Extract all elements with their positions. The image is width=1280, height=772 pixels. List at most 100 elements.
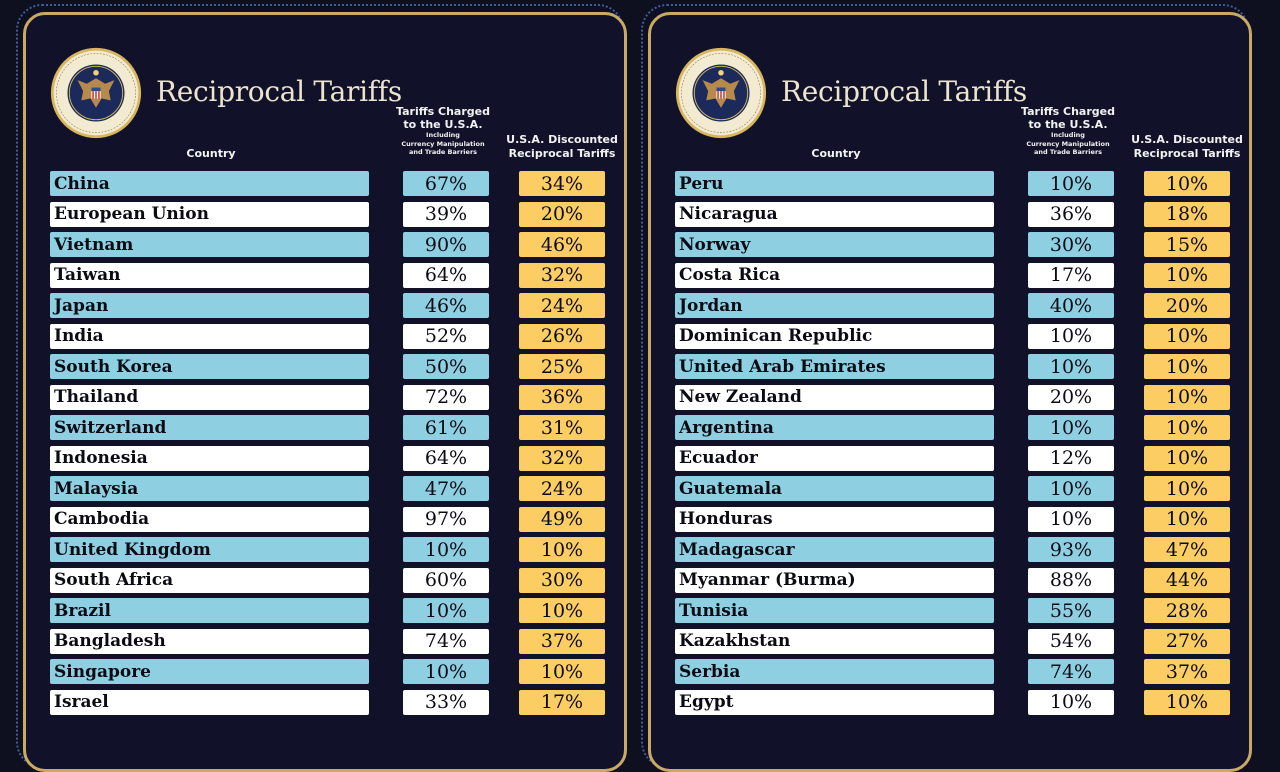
country-cell: Madagascar <box>675 537 994 562</box>
table-row: Switzerland 61% 31% <box>26 415 624 440</box>
country-cell: Myanmar (Burma) <box>675 567 994 593</box>
reciprocal-tariff-cell: 10% <box>1144 476 1230 501</box>
reciprocal-tariff-cell: 10% <box>519 537 605 562</box>
country-cell: Serbia <box>675 659 994 684</box>
reciprocal-tariff-cell: 10% <box>519 659 605 684</box>
header-tariffs-charged: Tariffs Charged to the U.S.A. Including … <box>391 105 495 157</box>
reciprocal-tariff-cell: 25% <box>519 354 605 379</box>
table-row: Ecuador 12% 10% <box>651 445 1249 471</box>
tariff-charged-cell: 10% <box>1028 323 1114 349</box>
table-row: China 67% 34% <box>26 171 624 196</box>
reciprocal-tariff-cell: 10% <box>1144 323 1230 349</box>
tariff-charged-cell: 60% <box>403 567 489 593</box>
country-cell: United Arab Emirates <box>675 354 994 379</box>
reciprocal-tariff-cell: 10% <box>1144 415 1230 440</box>
table-row: Singapore 10% 10% <box>26 659 624 684</box>
reciprocal-tariff-cell: 36% <box>519 384 605 410</box>
reciprocal-tariff-cell: 10% <box>1144 171 1230 196</box>
presidential-seal-icon <box>50 47 142 139</box>
tariff-charged-cell: 10% <box>1028 476 1114 501</box>
country-cell: Peru <box>675 171 994 196</box>
header-discount-line1: U.S.A. Discounted <box>506 133 618 146</box>
header-charged-line2: to the U.S.A. <box>403 118 483 131</box>
header-charged-line1: Tariffs Charged <box>1021 105 1115 118</box>
reciprocal-tariff-cell: 20% <box>519 201 605 227</box>
reciprocal-tariff-cell: 20% <box>1144 293 1230 318</box>
country-cell: India <box>50 323 369 349</box>
reciprocal-tariff-cell: 10% <box>1144 445 1230 471</box>
tariff-charged-cell: 36% <box>1028 201 1114 227</box>
tariff-board-left: Reciprocal Tariffs Country Tariffs Charg… <box>23 12 627 772</box>
table-row: Egypt 10% 10% <box>651 689 1249 715</box>
country-cell: Brazil <box>50 598 369 623</box>
reciprocal-tariff-cell: 24% <box>519 293 605 318</box>
tariff-charged-cell: 12% <box>1028 445 1114 471</box>
reciprocal-tariff-cell: 32% <box>519 262 605 288</box>
header-discounted-reciprocal: U.S.A. Discounted Reciprocal Tariffs <box>1129 133 1245 161</box>
reciprocal-tariff-cell: 10% <box>1144 354 1230 379</box>
tariff-charged-cell: 10% <box>1028 506 1114 532</box>
tariff-charged-cell: 33% <box>403 689 489 715</box>
table-row: Thailand 72% 36% <box>26 384 624 410</box>
country-cell: Dominican Republic <box>675 323 994 349</box>
reciprocal-tariff-cell: 15% <box>1144 232 1230 257</box>
country-cell: Bangladesh <box>50 628 369 654</box>
country-cell: United Kingdom <box>50 537 369 562</box>
country-cell: Egypt <box>675 689 994 715</box>
table-row: Argentina 10% 10% <box>651 415 1249 440</box>
tariff-charged-cell: 10% <box>403 598 489 623</box>
table-row: Nicaragua 36% 18% <box>651 201 1249 227</box>
tariff-charged-cell: 10% <box>1028 415 1114 440</box>
country-cell: Honduras <box>675 506 994 532</box>
header-country: Country <box>186 147 236 160</box>
table-row: Taiwan 64% 32% <box>26 262 624 288</box>
tariff-charged-cell: 10% <box>403 537 489 562</box>
reciprocal-tariff-cell: 18% <box>1144 201 1230 227</box>
table-row: Malaysia 47% 24% <box>26 476 624 501</box>
tariff-charged-cell: 52% <box>403 323 489 349</box>
tariff-charged-cell: 93% <box>1028 537 1114 562</box>
tariff-charged-cell: 17% <box>1028 262 1114 288</box>
header-country: Country <box>811 147 861 160</box>
table-row: Japan 46% 24% <box>26 293 624 318</box>
reciprocal-tariff-cell: 37% <box>1144 659 1230 684</box>
table-row: European Union 39% 20% <box>26 201 624 227</box>
country-cell: Tunisia <box>675 598 994 623</box>
header-discount-line2: Reciprocal Tariffs <box>508 147 616 160</box>
country-cell: Malaysia <box>50 476 369 501</box>
header-charged-note2: Currency Manipulation <box>401 139 485 148</box>
tariff-charged-cell: 74% <box>403 628 489 654</box>
tariff-charged-cell: 67% <box>403 171 489 196</box>
table-row: Indonesia 64% 32% <box>26 445 624 471</box>
reciprocal-tariff-cell: 31% <box>519 415 605 440</box>
reciprocal-tariff-cell: 10% <box>1144 689 1230 715</box>
table-row: South Africa 60% 30% <box>26 567 624 593</box>
table-row: South Korea 50% 25% <box>26 354 624 379</box>
table-row: Guatemala 10% 10% <box>651 476 1249 501</box>
country-cell: Argentina <box>675 415 994 440</box>
country-cell: Israel <box>50 689 369 715</box>
table-row: Costa Rica 17% 10% <box>651 262 1249 288</box>
country-cell: European Union <box>50 201 369 227</box>
country-cell: Norway <box>675 232 994 257</box>
table-row: Jordan 40% 20% <box>651 293 1249 318</box>
tariff-charged-cell: 72% <box>403 384 489 410</box>
tariff-charged-cell: 20% <box>1028 384 1114 410</box>
table-row: India 52% 26% <box>26 323 624 349</box>
tariff-charged-cell: 47% <box>403 476 489 501</box>
reciprocal-tariff-cell: 10% <box>519 598 605 623</box>
table-row: Israel 33% 17% <box>26 689 624 715</box>
table-row: Madagascar 93% 47% <box>651 537 1249 562</box>
reciprocal-tariff-cell: 10% <box>1144 384 1230 410</box>
reciprocal-tariff-cell: 32% <box>519 445 605 471</box>
reciprocal-tariff-cell: 10% <box>1144 262 1230 288</box>
tariff-charged-cell: 64% <box>403 262 489 288</box>
country-cell: Thailand <box>50 384 369 410</box>
table-row: Peru 10% 10% <box>651 171 1249 196</box>
reciprocal-tariff-cell: 30% <box>519 567 605 593</box>
table-row: Norway 30% 15% <box>651 232 1249 257</box>
reciprocal-tariff-cell: 10% <box>1144 506 1230 532</box>
header-tariffs-charged: Tariffs Charged to the U.S.A. Including … <box>1016 105 1120 157</box>
country-cell: Cambodia <box>50 506 369 532</box>
reciprocal-tariff-cell: 28% <box>1144 598 1230 623</box>
